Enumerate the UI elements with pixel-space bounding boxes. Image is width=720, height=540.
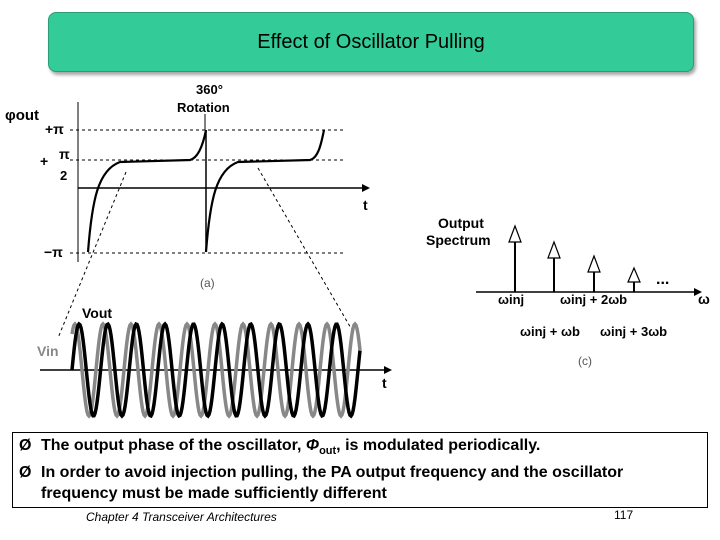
tick-plus-pi: +π	[45, 121, 64, 137]
rotation-degree-label: 360°	[196, 82, 223, 97]
phase-curve-1	[86, 129, 208, 253]
wave-x-arrow	[384, 366, 392, 374]
bullet-marker: Ø	[19, 464, 32, 482]
page-number: 117	[614, 508, 634, 522]
bullet-marker: Ø	[19, 437, 32, 454]
wave-x-label: t	[382, 375, 387, 391]
phase-y-label: φout	[5, 107, 39, 124]
bullet-box: Ø The output phase of the oscillator, Φo…	[12, 432, 708, 508]
caption-c: (c)	[578, 354, 592, 368]
bullet-2: Ø In order to avoid injection pulling, t…	[19, 464, 624, 503]
vout-label: Vout	[82, 305, 112, 321]
vout-waveform	[70, 321, 362, 419]
label-w-inj-3wb: ωinj + 3ωb	[600, 324, 667, 339]
title-box: Effect of Oscillator Pulling	[48, 12, 694, 72]
caption-a: (a)	[200, 276, 215, 290]
label-w-inj: ωinj	[498, 292, 524, 307]
vin-label: Vin	[37, 343, 59, 359]
spectrum-axis-arrow	[694, 288, 702, 296]
tick-half-pi-den: 2	[60, 168, 67, 183]
label-w-inj-2wb: ωinj + 2ωb	[560, 292, 627, 307]
spectrum-ellipsis: ...	[656, 271, 669, 288]
footer-text: Chapter 4 Transceiver Architectures	[86, 510, 277, 524]
spectrum-title-line1: Output	[438, 215, 484, 231]
tick-minus-pi: −π	[44, 244, 63, 260]
slide-title: Effect of Oscillator Pulling	[257, 30, 485, 53]
tick-half-pi-num: π	[59, 146, 70, 162]
label-w-inj-wb: ωinj + ωb	[520, 324, 580, 339]
phase-curve-2	[204, 129, 326, 253]
phase-x-arrow	[362, 184, 370, 192]
spectrum-lines	[508, 224, 641, 292]
zoom-line-right	[257, 167, 353, 331]
bullet-1: Ø The output phase of the oscillator, Φo…	[19, 435, 701, 462]
rotation-label: Rotation	[177, 100, 230, 115]
phase-x-label: t	[363, 197, 368, 213]
spectrum-axis-label: ω	[698, 291, 710, 307]
spectrum-title-line2: Spectrum	[426, 232, 491, 248]
svg-text:+: +	[40, 153, 48, 169]
